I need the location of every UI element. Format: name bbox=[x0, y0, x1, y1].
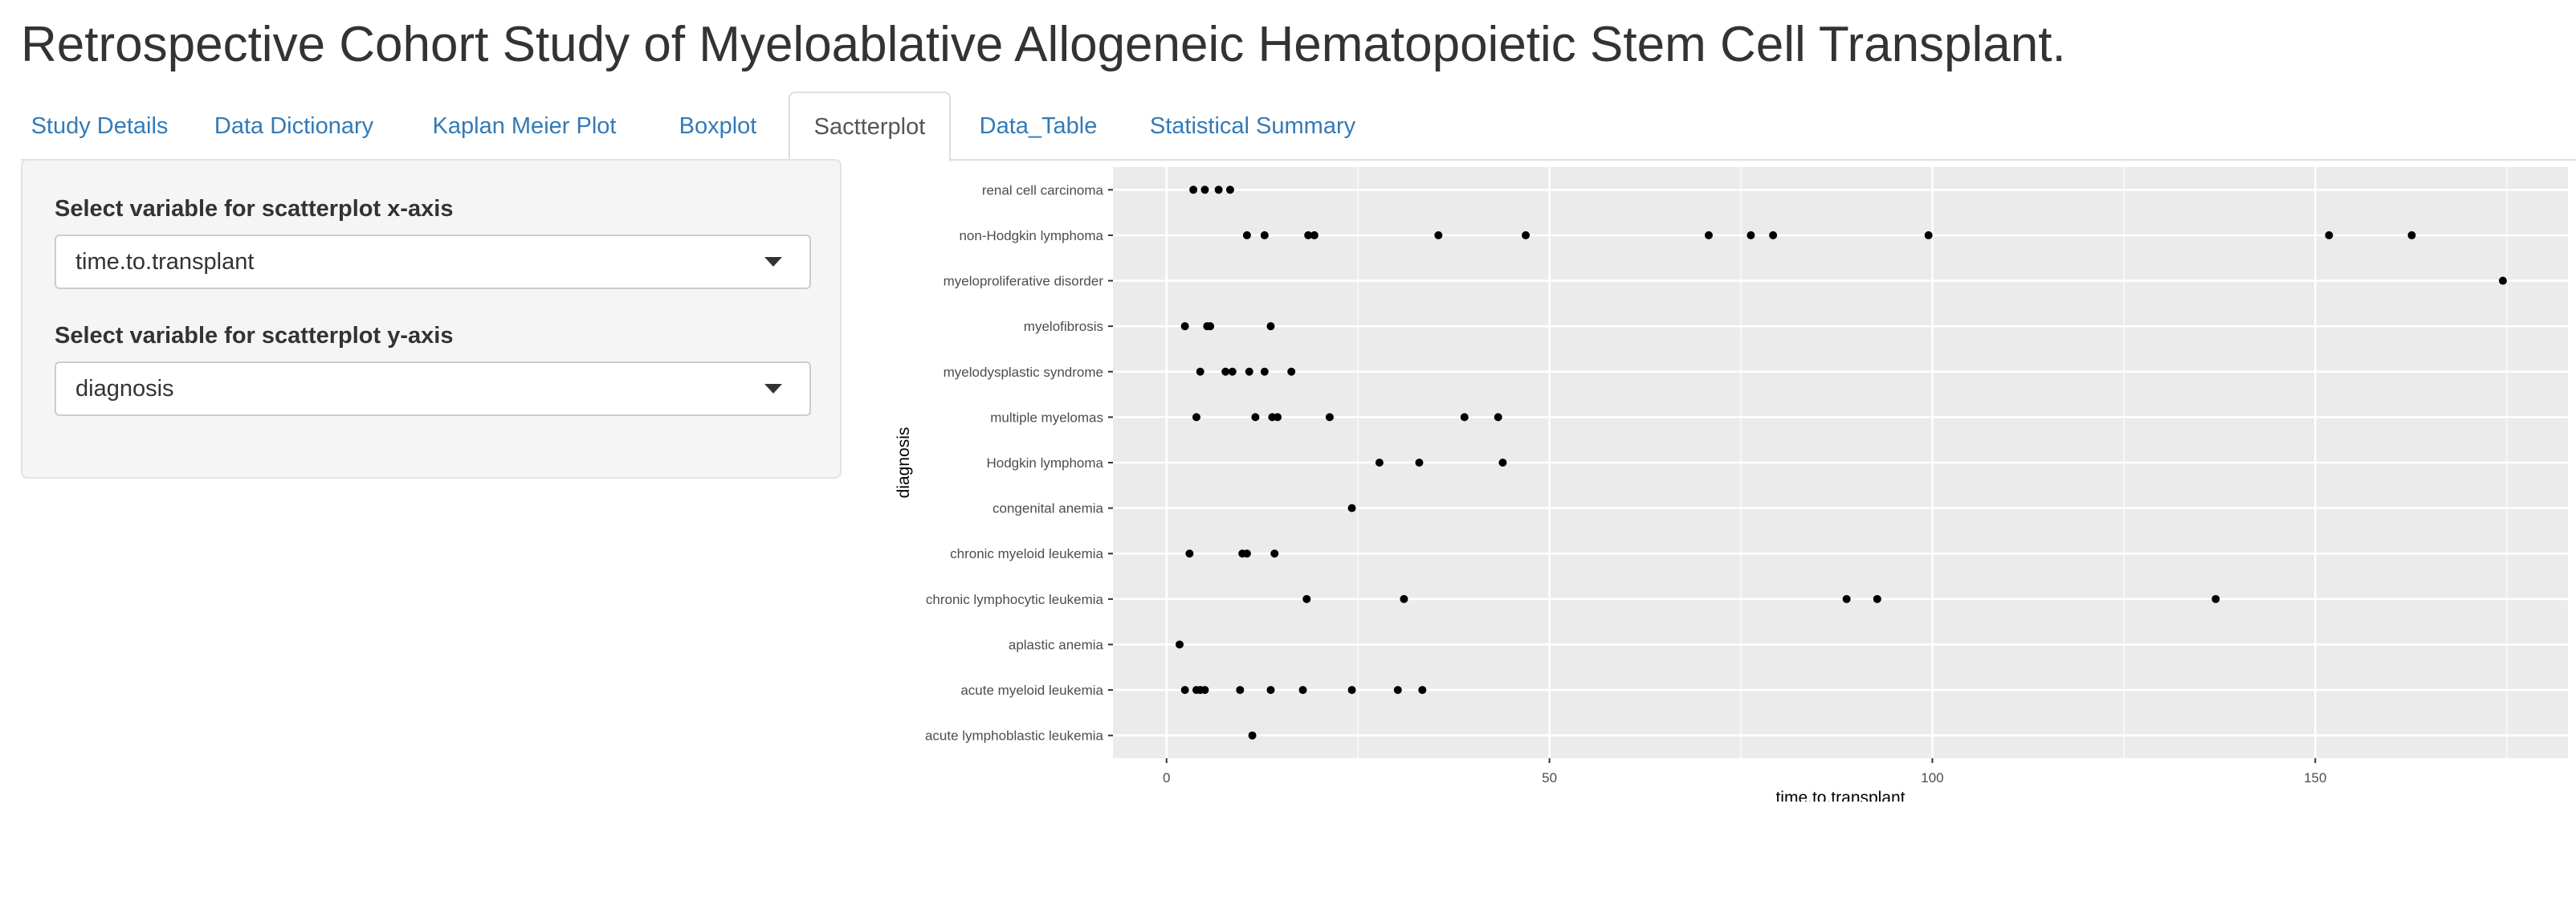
data-point bbox=[1415, 459, 1424, 467]
data-point bbox=[2325, 231, 2333, 239]
data-point bbox=[1242, 549, 1251, 558]
data-point bbox=[1304, 231, 1313, 239]
data-point bbox=[1251, 413, 1260, 422]
data-point bbox=[1242, 231, 1251, 239]
x-axis-title: time.to.transplant bbox=[1775, 789, 1905, 802]
data-point bbox=[1747, 231, 1755, 239]
y-axis-title: diagnosis bbox=[895, 427, 913, 499]
y-tick-label: congenital anemia bbox=[992, 501, 1104, 516]
scatterplot: acute lymphoblastic leukemia acute myeloi… bbox=[895, 167, 2568, 802]
data-point bbox=[1266, 322, 1275, 331]
y-tick-label: acute lymphoblastic leukemia bbox=[925, 728, 1104, 744]
data-point bbox=[2498, 276, 2507, 285]
data-point bbox=[1522, 231, 1531, 239]
x-tick-label: 100 bbox=[1921, 770, 1943, 785]
data-point bbox=[1248, 731, 1257, 740]
data-point bbox=[1310, 231, 1319, 239]
data-point bbox=[1180, 686, 1189, 695]
tab-statistical-summary[interactable]: Statistical Summary bbox=[1149, 112, 1356, 139]
x-axis-select[interactable]: time.to.transplant bbox=[55, 235, 811, 289]
tab-scatterplot[interactable]: Sactterplot bbox=[789, 92, 951, 162]
y-axis-select[interactable]: diagnosis bbox=[55, 361, 811, 416]
page-title: Retrospective Cohort Study of Myeloablat… bbox=[21, 17, 2066, 72]
data-point bbox=[1298, 686, 1307, 695]
data-point bbox=[1180, 322, 1189, 331]
data-point bbox=[1228, 367, 1237, 376]
data-point bbox=[1225, 186, 1234, 194]
data-point bbox=[1200, 186, 1209, 194]
data-point bbox=[1347, 504, 1356, 512]
x-axis-select-label: Select variable for scatterplot x-axis bbox=[55, 196, 454, 222]
data-point bbox=[1189, 186, 1198, 194]
y-axis-select-label: Select variable for scatterplot y-axis bbox=[55, 323, 454, 349]
data-point bbox=[1375, 459, 1384, 467]
y-tick-label: renal cell carcinoma bbox=[982, 182, 1104, 198]
x-axis-select-value: time.to.transplant bbox=[75, 249, 255, 275]
y-tick-label: chronic lymphocytic leukemia bbox=[926, 592, 1104, 607]
data-point bbox=[1302, 594, 1311, 603]
tab-study-details[interactable]: Study Details bbox=[31, 112, 169, 139]
data-point bbox=[1873, 594, 1881, 603]
data-point bbox=[1769, 231, 1778, 239]
data-point bbox=[1274, 413, 1282, 422]
data-point bbox=[1924, 231, 1933, 239]
x-tick-label: 50 bbox=[1542, 770, 1557, 785]
data-point bbox=[1400, 594, 1408, 603]
y-tick-label: Hodgkin lymphoma bbox=[986, 455, 1103, 471]
data-point bbox=[1494, 413, 1502, 422]
y-tick-label: multiple myelomas bbox=[990, 410, 1103, 425]
tab-data-dictionary[interactable]: Data Dictionary bbox=[214, 112, 374, 139]
tab-kaplan-meier-plot[interactable]: Kaplan Meier Plot bbox=[432, 112, 617, 139]
data-point bbox=[1347, 686, 1356, 695]
data-point bbox=[1266, 686, 1275, 695]
data-point bbox=[1393, 686, 1402, 695]
data-point bbox=[1704, 231, 1713, 239]
data-point bbox=[1270, 549, 1279, 558]
data-point bbox=[1175, 640, 1184, 649]
data-point bbox=[2211, 594, 2220, 603]
data-point bbox=[1196, 367, 1204, 376]
sidebar-panel: Select variable for scatterplot x-axis t… bbox=[21, 159, 842, 479]
tab-boxplot[interactable]: Boxplot bbox=[679, 112, 757, 139]
data-point bbox=[1192, 413, 1200, 422]
data-point bbox=[1287, 367, 1296, 376]
y-tick-label: non-Hodgkin lymphoma bbox=[959, 228, 1103, 243]
data-point bbox=[1260, 231, 1269, 239]
data-point bbox=[1214, 186, 1223, 194]
data-point bbox=[1418, 686, 1427, 695]
data-point bbox=[1325, 413, 1334, 422]
y-tick-label: aplastic anemia bbox=[1009, 637, 1104, 652]
data-point bbox=[1200, 686, 1209, 695]
data-point bbox=[1221, 367, 1230, 376]
chevron-down-icon bbox=[764, 257, 782, 267]
data-point bbox=[1236, 686, 1245, 695]
y-axis-select-value: diagnosis bbox=[75, 376, 174, 402]
data-point bbox=[1245, 367, 1253, 376]
y-tick-label: myeloproliferative disorder bbox=[944, 274, 1104, 289]
y-tick-label: myelodysplastic syndrome bbox=[944, 365, 1103, 380]
y-tick-label: chronic myeloid leukemia bbox=[950, 546, 1103, 561]
data-point bbox=[1460, 413, 1469, 422]
x-tick-label: 0 bbox=[1163, 770, 1170, 785]
data-point bbox=[1842, 594, 1851, 603]
data-point bbox=[1185, 549, 1194, 558]
data-point bbox=[2407, 231, 2416, 239]
y-tick-label: acute myeloid leukemia bbox=[960, 683, 1103, 698]
data-point bbox=[1206, 322, 1215, 331]
tab-data-table[interactable]: Data_Table bbox=[979, 112, 1098, 139]
data-point bbox=[1498, 459, 1507, 467]
data-point bbox=[1260, 367, 1269, 376]
data-point bbox=[1434, 231, 1443, 239]
y-tick-label: myelofibrosis bbox=[1024, 319, 1103, 334]
chevron-down-icon bbox=[764, 384, 782, 394]
tab-bar: Study Details Data Dictionary Kaplan Mei… bbox=[21, 92, 2576, 162]
x-tick-label: 150 bbox=[2304, 770, 2326, 785]
